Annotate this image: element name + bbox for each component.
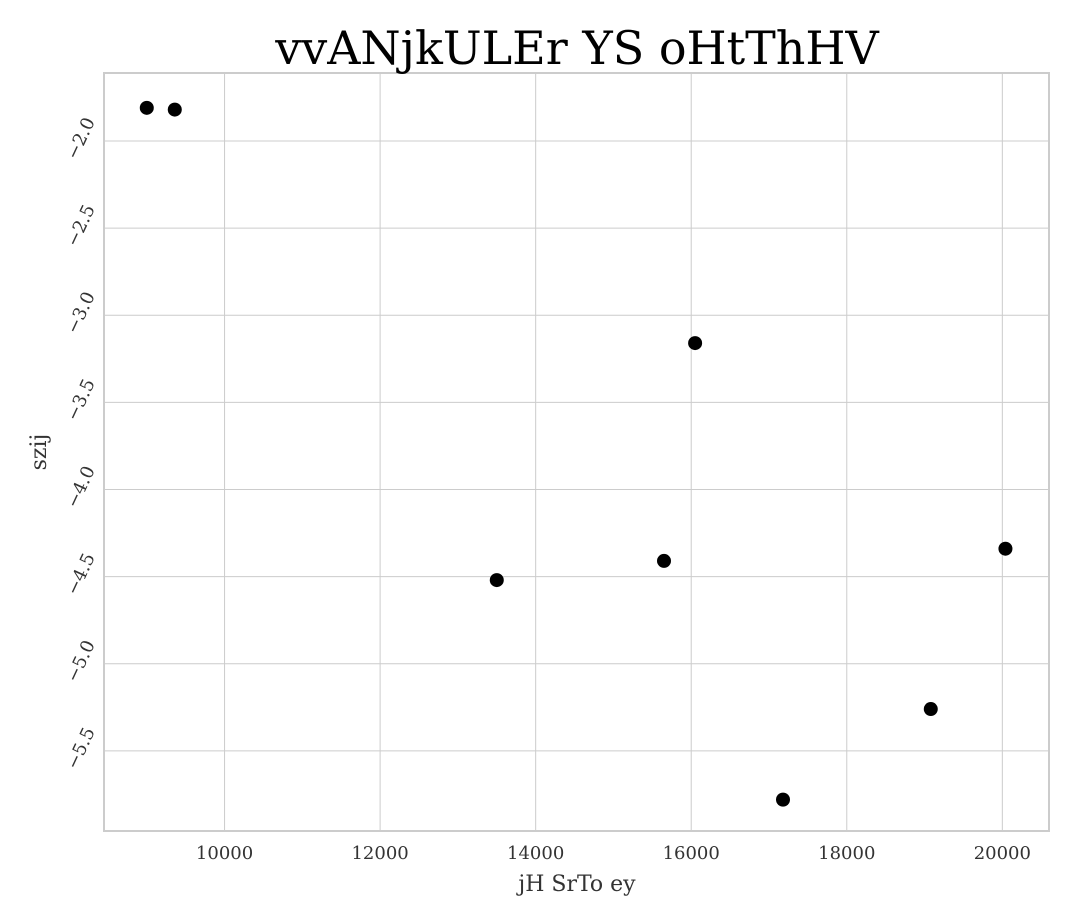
y-axis-label: szij [27, 434, 52, 471]
scatter-point [167, 102, 182, 117]
plot-frame [103, 72, 1050, 832]
chart-title: vvANjkULEr YS oHtThHV [274, 21, 879, 75]
x-tick-label: 10000 [196, 843, 253, 864]
y-tick-label: −3.0 [62, 289, 100, 337]
y-tick-label: −2.5 [62, 202, 100, 250]
scatter-point [489, 573, 504, 588]
x-tick-label: 16000 [663, 843, 720, 864]
data-points [139, 100, 1013, 807]
scatter-point [923, 702, 938, 717]
y-tick-label: −2.0 [62, 114, 100, 162]
scatter-point [998, 541, 1013, 556]
y-tick-label: −4.0 [62, 463, 100, 511]
x-axis-label: jH SrTo ey [515, 872, 636, 897]
y-tick-label: −5.5 [62, 724, 100, 772]
scatter-point [657, 553, 671, 568]
y-tick-labels: −2.0 −2.5 −3.0 −3.5 −4.0 −4.5 −5.0 −5.5 [62, 114, 100, 772]
x-tick-label: 12000 [351, 843, 408, 864]
y-tick-label: −4.5 [62, 550, 100, 598]
scatter-point [688, 336, 703, 351]
x-tick-label: 20000 [974, 843, 1031, 864]
scatter-point [139, 100, 154, 115]
x-tick-label: 14000 [507, 843, 564, 864]
x-tick-labels: 10000 12000 14000 16000 18000 20000 [196, 843, 1031, 864]
y-tick-label: −5.0 [62, 637, 100, 685]
x-tick-label: 18000 [818, 843, 875, 864]
grid [104, 73, 1049, 831]
y-tick-label: −3.5 [62, 376, 100, 424]
scatter-point [776, 792, 790, 807]
